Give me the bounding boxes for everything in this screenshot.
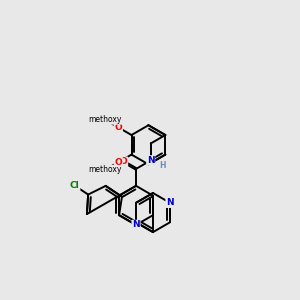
Text: N: N bbox=[147, 156, 154, 165]
Text: O: O bbox=[114, 123, 122, 132]
Text: Cl: Cl bbox=[70, 181, 80, 190]
Text: N: N bbox=[166, 198, 174, 207]
Text: H: H bbox=[159, 160, 165, 169]
Text: methoxy: methoxy bbox=[105, 118, 111, 120]
Text: methoxy: methoxy bbox=[88, 165, 122, 174]
Text: N: N bbox=[132, 220, 140, 230]
Text: O: O bbox=[114, 158, 122, 167]
Text: methoxy: methoxy bbox=[105, 169, 111, 170]
Text: methoxy: methoxy bbox=[88, 115, 122, 124]
Text: O: O bbox=[120, 157, 128, 166]
